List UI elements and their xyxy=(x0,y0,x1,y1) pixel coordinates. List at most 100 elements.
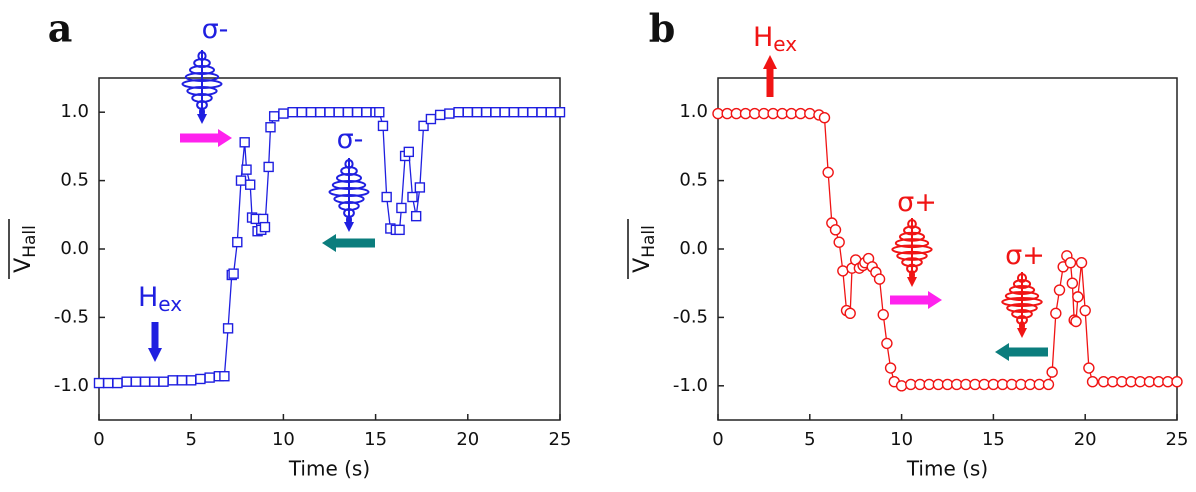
marker xyxy=(1042,378,1055,391)
arrow xyxy=(890,291,942,309)
marker xyxy=(296,106,308,118)
marker xyxy=(235,175,247,186)
arrow-head xyxy=(148,348,162,362)
y-tick-label: -0.5 xyxy=(54,306,89,327)
annotation: σ- xyxy=(337,124,364,155)
marker xyxy=(381,191,392,203)
y-label-sub: Hall xyxy=(20,225,40,258)
marker xyxy=(1079,304,1091,317)
helix-icon xyxy=(1001,272,1043,338)
plot-frame xyxy=(98,77,561,421)
helix-icon xyxy=(328,158,370,232)
annotation-text: H xyxy=(138,282,158,313)
x-tick-label: 15 xyxy=(982,429,1005,450)
marker xyxy=(185,375,197,386)
x-tick-label: 15 xyxy=(364,429,387,450)
marker xyxy=(1046,366,1058,378)
series-line xyxy=(718,112,1177,387)
marker xyxy=(324,106,335,118)
marker xyxy=(167,375,178,386)
annotation: Hex xyxy=(753,22,797,56)
marker xyxy=(425,113,437,125)
marker xyxy=(204,372,215,383)
marker xyxy=(396,202,407,214)
helix-tip xyxy=(344,222,354,232)
x-tick-label: 10 xyxy=(890,429,913,450)
annotation-text: σ- xyxy=(337,124,364,155)
y-tick-label: -1.0 xyxy=(673,375,708,396)
marker xyxy=(1075,256,1088,269)
marker xyxy=(414,182,426,193)
marker xyxy=(315,106,326,118)
marker xyxy=(1064,256,1077,269)
x-tick-label: 25 xyxy=(549,429,572,450)
y-tick-label: -1.0 xyxy=(54,375,89,396)
arrow-head xyxy=(763,55,777,69)
marker xyxy=(818,111,831,124)
x-axis-label: Time (s) xyxy=(906,457,988,481)
x-tick-label: 0 xyxy=(712,429,723,450)
y-tick-label: 1.0 xyxy=(60,101,89,122)
arrow-head xyxy=(928,291,942,309)
arrow-head xyxy=(995,343,1009,361)
marker xyxy=(259,221,271,233)
helix-icon xyxy=(181,50,223,124)
x-tick-label: 5 xyxy=(804,429,815,450)
marker xyxy=(112,377,123,389)
y-axis-label: VHall xyxy=(8,219,40,279)
marker xyxy=(804,107,816,120)
marker xyxy=(278,108,289,119)
marker xyxy=(222,323,234,334)
marker xyxy=(265,122,276,133)
marker xyxy=(394,224,405,236)
marker xyxy=(1086,375,1099,388)
panel-label: b xyxy=(649,6,676,51)
marker xyxy=(833,236,845,248)
annotation: Hex xyxy=(138,282,182,316)
arrow-head xyxy=(218,129,232,147)
helix-tip xyxy=(907,277,917,287)
marker xyxy=(228,268,239,279)
marker xyxy=(829,224,842,236)
y-tick-label: -0.5 xyxy=(673,306,708,327)
marker xyxy=(1050,307,1062,319)
x-tick-label: 25 xyxy=(1166,429,1189,450)
marker xyxy=(490,106,501,118)
y-axis-label: VHall xyxy=(627,219,659,279)
marker xyxy=(418,120,429,132)
marker xyxy=(268,111,280,122)
y-tick-label: 0.0 xyxy=(60,238,89,259)
y-tick-label: 1.0 xyxy=(679,101,708,122)
annotation-sub: ex xyxy=(158,292,182,316)
marker xyxy=(263,161,274,173)
marker xyxy=(1072,291,1084,303)
y-tick-label: 0.0 xyxy=(679,238,708,259)
annotation: σ+ xyxy=(897,187,937,218)
marker xyxy=(245,179,256,190)
marker xyxy=(453,106,464,118)
x-tick-label: 20 xyxy=(1074,429,1097,450)
annotation: σ- xyxy=(202,14,229,45)
annotation-sub: ex xyxy=(773,32,797,56)
x-tick-label: 5 xyxy=(185,429,196,450)
marker xyxy=(149,376,160,387)
marker xyxy=(403,146,414,158)
x-axis-label: Time (s) xyxy=(288,457,370,481)
y-axis-label-text: VHall xyxy=(630,225,659,273)
marker xyxy=(121,376,132,387)
y-label-main: V xyxy=(11,258,36,273)
marker xyxy=(219,371,230,382)
marker xyxy=(844,307,856,319)
marker xyxy=(287,106,298,118)
marker xyxy=(195,373,206,385)
marker xyxy=(305,106,317,118)
annotation-text: H xyxy=(753,22,773,53)
annotation: σ+ xyxy=(1005,240,1045,271)
x-tick-label: 20 xyxy=(456,429,479,450)
annotation-text: σ+ xyxy=(1005,240,1045,271)
arrow xyxy=(148,322,162,362)
marker xyxy=(822,166,834,179)
arrow xyxy=(763,55,777,97)
marker xyxy=(434,109,446,121)
